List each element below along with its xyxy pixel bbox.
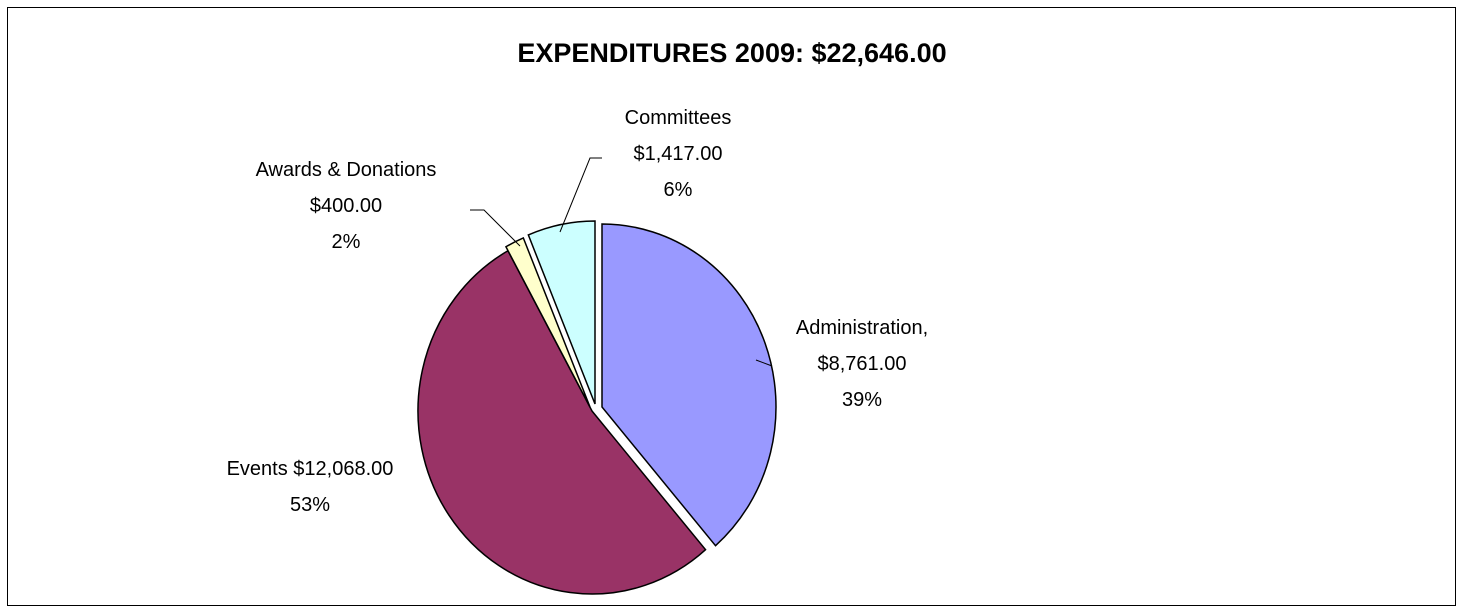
chart-title: EXPENDITURES 2009: $22,646.00 bbox=[517, 38, 946, 68]
leader-line bbox=[559, 157, 602, 233]
label-committees-value: $1,417.00 bbox=[634, 143, 723, 165]
leader-line bbox=[755, 359, 773, 367]
label-administration-value: $8,761.00 bbox=[818, 353, 907, 375]
label-awards-donations-percent: 2% bbox=[332, 231, 361, 253]
pie-slice-events bbox=[417, 249, 707, 595]
label-awards-donations-value: $400.00 bbox=[310, 195, 382, 217]
label-events-percent: 53% bbox=[290, 494, 330, 516]
pie-slice-committees bbox=[527, 220, 596, 405]
label-events-name-value: Events $12,068.00 bbox=[227, 458, 394, 480]
leader-line bbox=[470, 209, 521, 247]
pie-slice-administration bbox=[601, 223, 777, 547]
label-committees-percent: 6% bbox=[664, 179, 693, 201]
label-administration-percent: 39% bbox=[842, 389, 882, 411]
pie-slice-awards-donations bbox=[504, 236, 591, 408]
label-awards-donations-name: Awards & Donations bbox=[256, 159, 437, 181]
label-committees-name: Committees bbox=[625, 107, 732, 129]
label-administration-name: Administration, bbox=[796, 317, 928, 339]
